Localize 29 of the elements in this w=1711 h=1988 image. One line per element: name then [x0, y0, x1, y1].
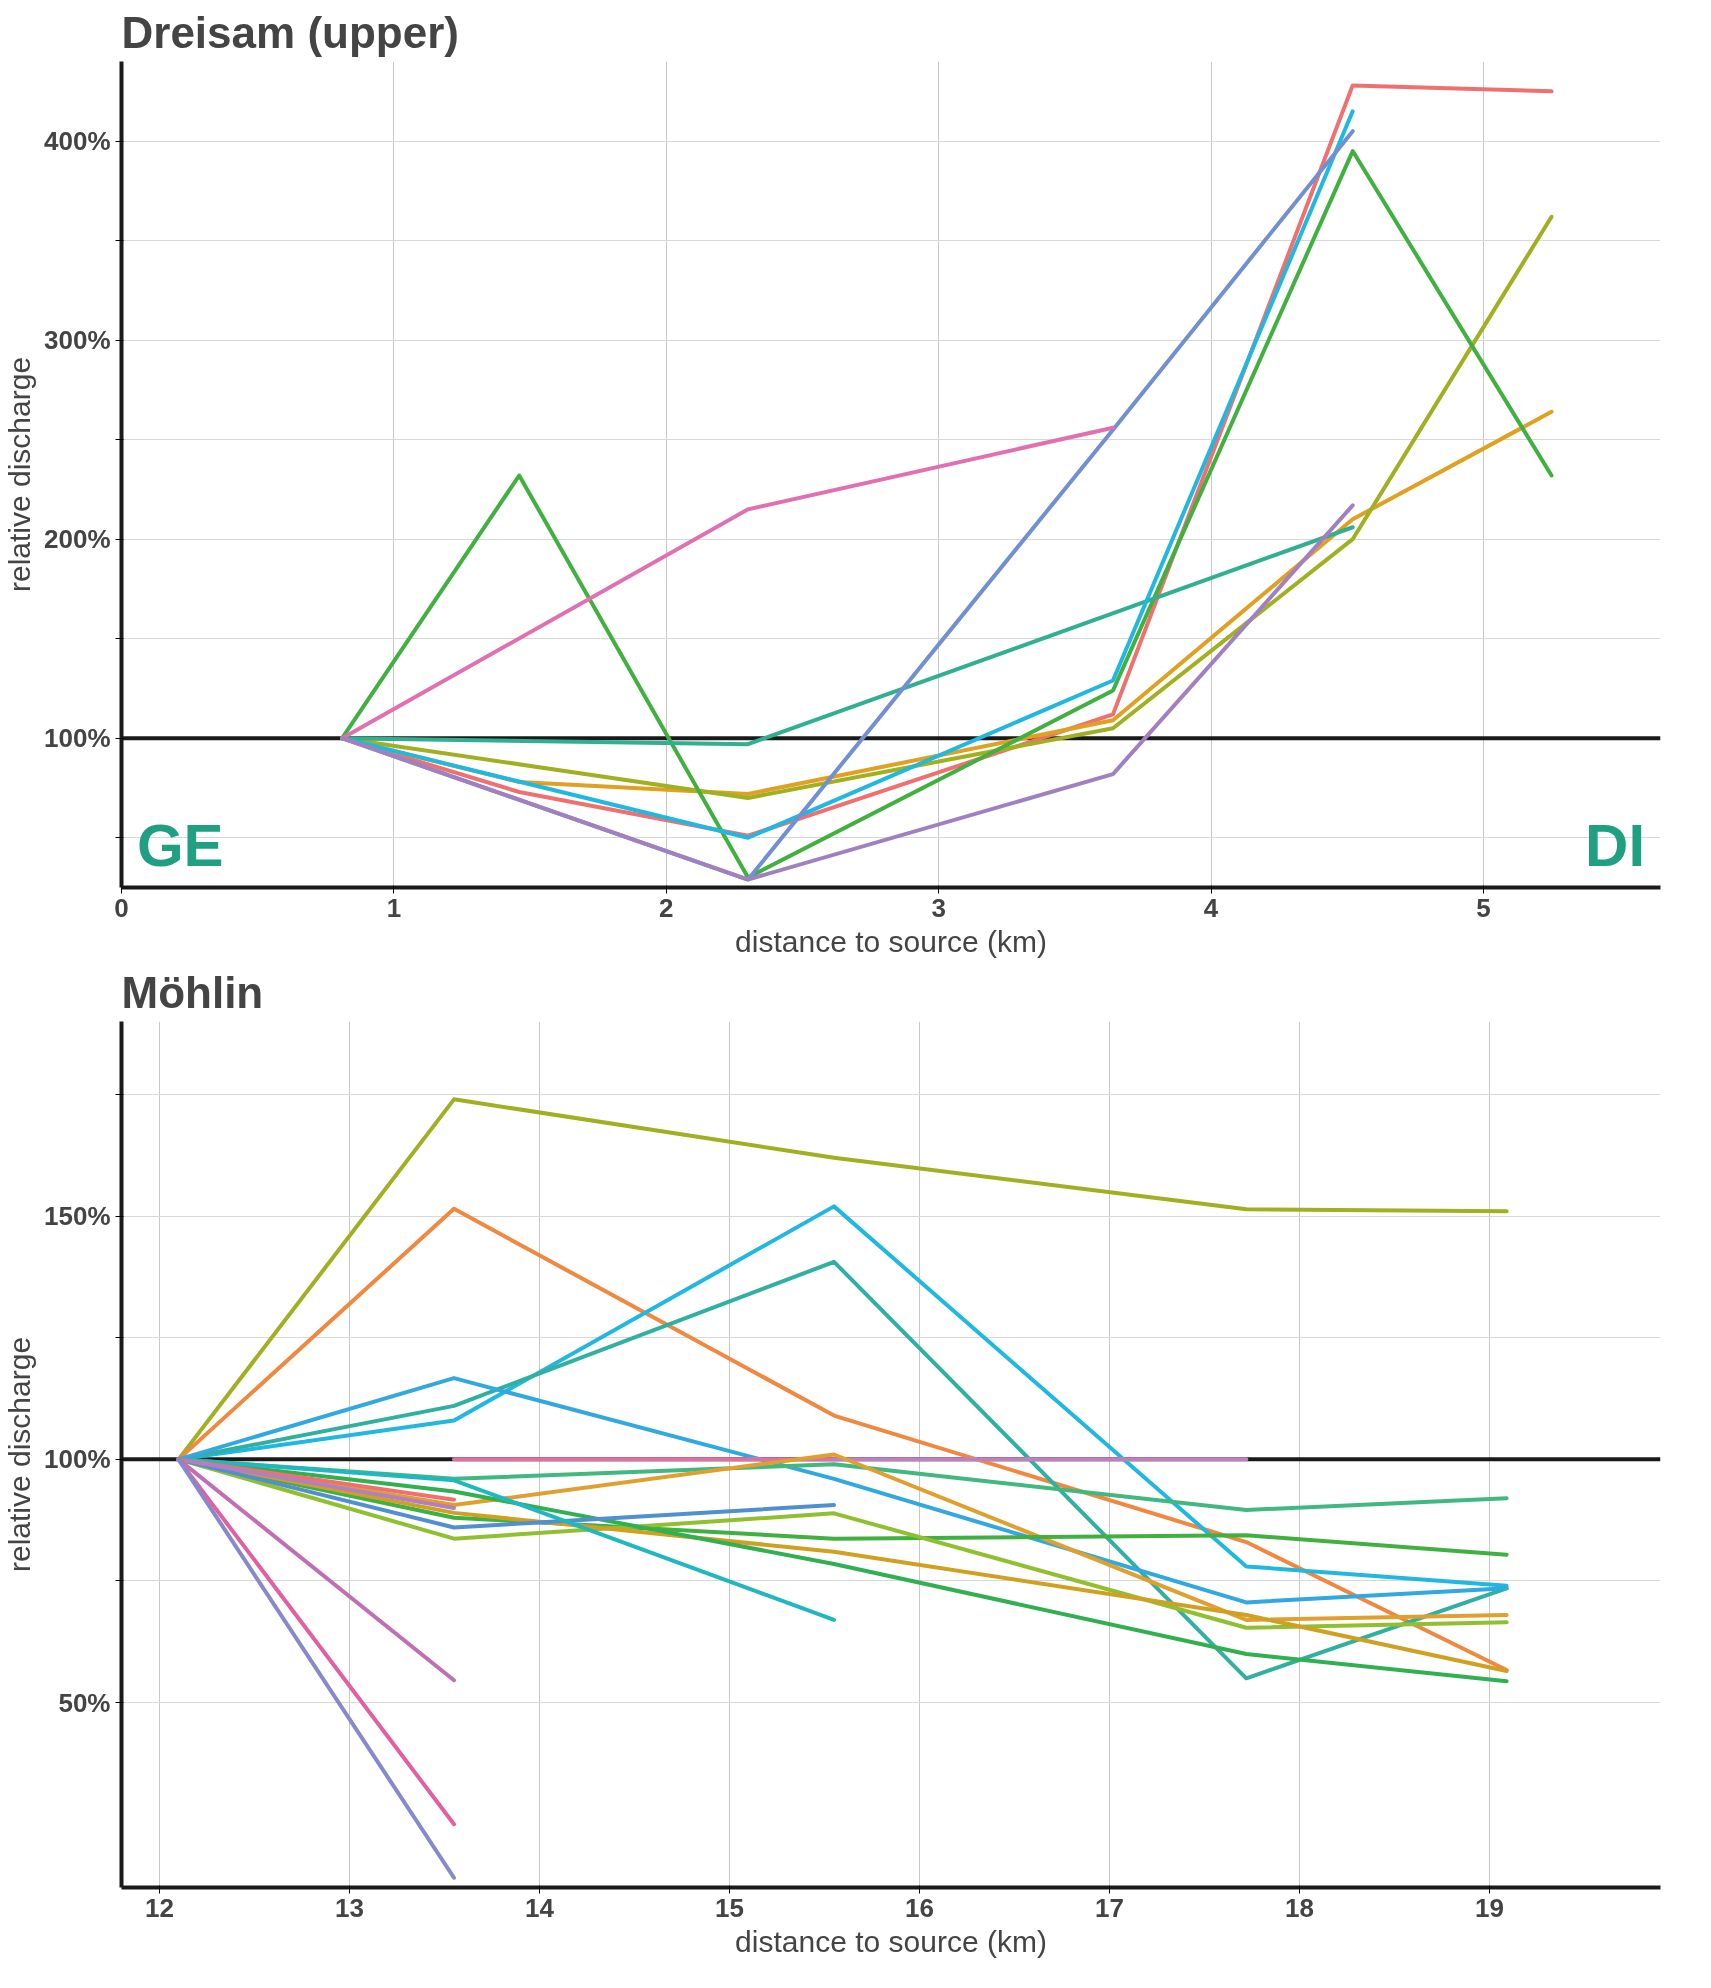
x-tick-label: 15	[715, 1892, 744, 1923]
x-tick-label: 14	[525, 1892, 555, 1923]
x-tick-label: 12	[145, 1892, 174, 1923]
x-axis-title: distance to source (km)	[735, 1924, 1047, 1958]
x-tick-label: 18	[1285, 1892, 1314, 1923]
x-tick-label: 5	[1476, 892, 1491, 923]
annotation: DI	[1585, 812, 1646, 880]
x-tick-label: 0	[114, 892, 129, 923]
annotation: GE	[136, 812, 224, 880]
x-tick-label: 1	[386, 892, 402, 923]
x-tick-label: 3	[931, 892, 946, 923]
y-tick-label: 100%	[44, 723, 111, 754]
y-tick-label: 100%	[44, 1444, 111, 1475]
x-tick-label: 13	[335, 1892, 364, 1923]
y-tick-label: 150%	[44, 1201, 111, 1232]
x-tick-label: 4	[1203, 892, 1219, 923]
y-axis-title: relative discharge	[3, 356, 36, 593]
y-axis-title: relative discharge	[3, 1336, 36, 1573]
x-tick-label: 19	[1475, 1892, 1504, 1923]
y-tick-label: 50%	[58, 1687, 111, 1718]
x-axis-title: distance to source (km)	[735, 924, 1047, 958]
chart-title: Dreisam (upper)	[121, 7, 459, 57]
x-tick-label: 2	[659, 892, 674, 923]
x-tick-label: 17	[1095, 1892, 1124, 1923]
y-tick-label: 400%	[44, 126, 111, 157]
y-tick-label: 300%	[44, 325, 111, 356]
chart-title: Möhlin	[121, 967, 264, 1017]
x-tick-label: 16	[905, 1892, 934, 1923]
y-tick-label: 200%	[44, 524, 111, 555]
